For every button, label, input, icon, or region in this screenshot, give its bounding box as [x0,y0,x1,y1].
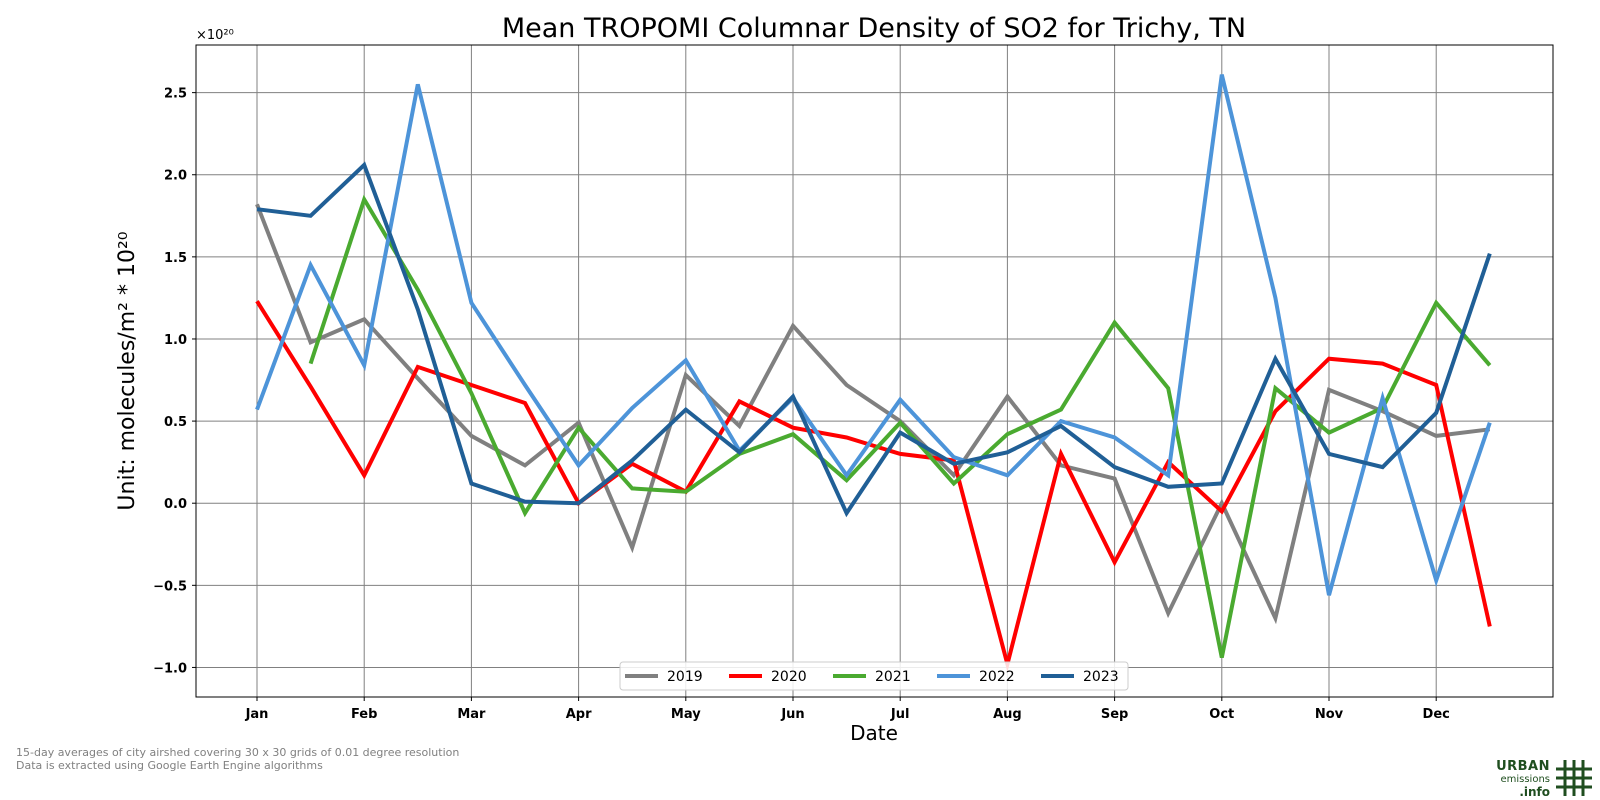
x-tick-label: Mar [457,707,486,722]
legend-label-2022: 2022 [979,669,1015,685]
x-tick-label: Feb [351,707,377,722]
legend-label-2019: 2019 [667,669,703,685]
series-line-2023 [256,161,1492,518]
y-tick-label: 1.0 [164,333,187,348]
grid-lines [196,45,1553,697]
x-tick-label: Apr [566,707,592,722]
y-tick-label: −1.0 [153,661,187,676]
legend-label-2020: 2020 [771,669,807,685]
logo-text-urban: URBAN [1496,759,1550,774]
plot-area-frame [195,44,1554,698]
x-tick-label: May [671,707,701,722]
logo-text-emissions: emissions [1500,774,1550,785]
y-tick-label: 1.5 [164,251,187,266]
y-tick-label: 0.0 [164,497,187,512]
x-tick-label: Jul [890,707,910,722]
x-axis-ticks: Jan Feb Mar Apr May Jun Jul Aug Sep Oct Nov Dec [245,697,1450,722]
y-tick-label: −0.5 [153,579,187,594]
x-tick-label: Sep [1101,707,1129,722]
x-axis-label: Date [850,721,898,745]
urban-emissions-logo: URBAN emissions .info [1492,758,1592,799]
legend-box [619,661,1129,691]
logo-text-info: .info [1519,785,1550,799]
legend-label-2021: 2021 [875,669,911,685]
logo-grid-icon [1556,760,1592,796]
x-tick-label: Oct [1209,707,1234,722]
x-tick-label: Aug [993,707,1022,722]
y-tick-label: 2.0 [164,169,187,184]
y-axis-label: Unit: molecules/m² * 10²⁰ [115,231,140,510]
x-tick-label: Nov [1315,707,1344,722]
legend-label-2023: 2023 [1083,669,1119,685]
y-tick-label: 2.5 [164,87,187,102]
legend: 2019 2020 2021 2022 2023 [619,661,1129,691]
series-line-2020 [255,300,1492,673]
footnote-line-1: 15-day averages of city airshed covering… [16,746,460,759]
series-line-2019 [255,203,1491,625]
y-axis-ticks: −1.0 −0.5 0.0 0.5 1.0 1.5 2.0 2.5 [153,87,196,676]
y-axis-scale-label: ×10²⁰ [196,28,234,43]
y-tick-label: 0.5 [164,415,187,430]
series-lines [255,74,1492,673]
x-tick-label: Jan [245,707,269,722]
chart-title: Mean TROPOMI Columnar Density of SO2 for… [502,13,1246,44]
x-tick-label: Jun [780,707,804,722]
x-tick-label: Dec [1423,707,1450,722]
series-line-2022 [255,74,1492,596]
footnote-line-2: Data is extracted using Google Earth Eng… [16,759,323,772]
